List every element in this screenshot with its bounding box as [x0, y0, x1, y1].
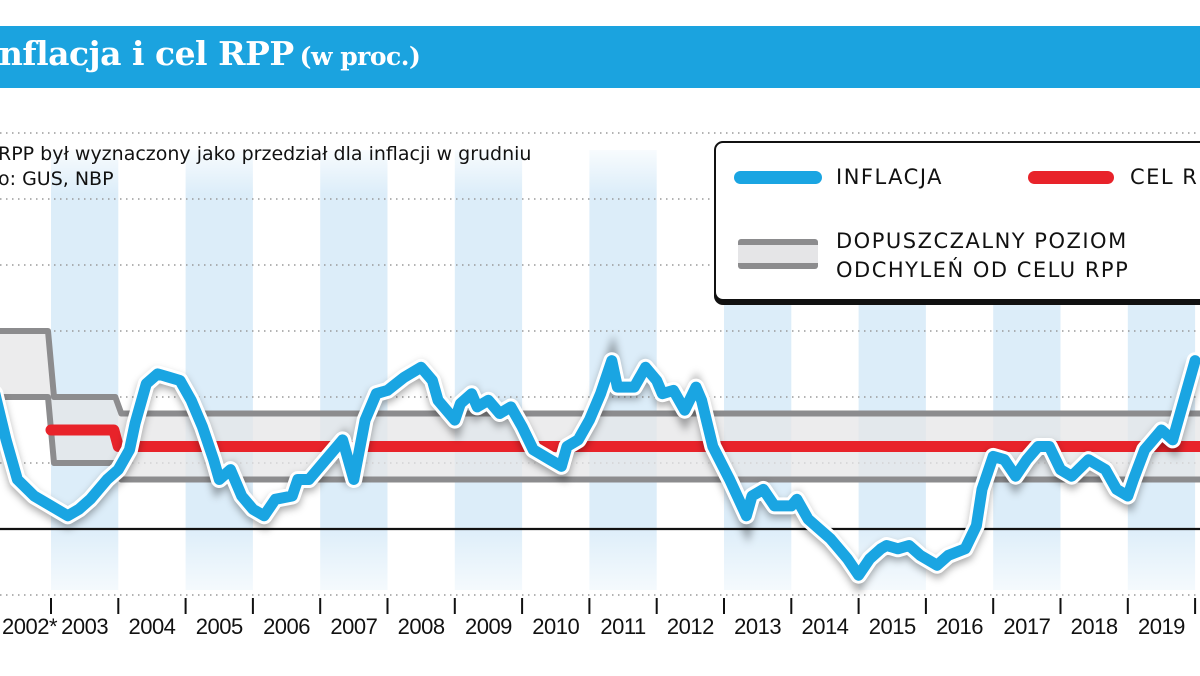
- year-label: 2014: [801, 614, 848, 639]
- tolerance-band-high: [0, 328, 1200, 417]
- legend-target-swatch: [1028, 171, 1114, 184]
- legend-inflation-swatch: [734, 171, 822, 184]
- year-label: 2011: [600, 614, 646, 639]
- legend-band-swatch: [738, 239, 818, 269]
- year-label: 2015: [869, 614, 916, 639]
- chart-title: Inflacja i cel RPP (w proc.): [0, 34, 421, 73]
- year-label: 2005: [196, 614, 243, 639]
- legend-target-label: CEL RPP: [1130, 165, 1200, 189]
- year-label: 2008: [398, 614, 445, 639]
- footnote: RPP był wyznaczony jako przedział dla in…: [0, 143, 532, 165]
- year-shade-2005: [185, 150, 253, 590]
- year-label: 2007: [330, 614, 377, 639]
- tolerance-band-fill: [0, 331, 51, 397]
- year-label: 2013: [734, 614, 781, 639]
- year-label: 2017: [1003, 614, 1050, 639]
- year-label: 2012: [667, 614, 714, 639]
- legend-band-label-2: ODCHYLEŃ OD CELU RPP: [836, 258, 1130, 282]
- year-label: 2004: [128, 614, 175, 639]
- legend: INFLACJA CEL RPP DOPUSZCZALNY POZIOM ODC…: [714, 141, 1200, 301]
- title-unit: (w proc.): [299, 42, 421, 71]
- year-label: 2003: [61, 614, 108, 639]
- year-label: 2010: [532, 614, 579, 639]
- year-label: 2019: [1138, 614, 1185, 639]
- year-label: 2018: [1071, 614, 1118, 639]
- year-shade-2007: [320, 150, 388, 590]
- title-text: Inflacja i cel RPP: [0, 34, 294, 73]
- year-label: 2016: [936, 614, 983, 639]
- legend-inflation-label: INFLACJA: [836, 165, 944, 189]
- year-shade-2009: [454, 150, 523, 590]
- source-note: o: GUS, NBP: [0, 168, 114, 190]
- year-label: 2002*: [2, 614, 58, 639]
- target-line: [45, 424, 1200, 452]
- year-label: 2006: [263, 614, 310, 639]
- year-label: 2009: [465, 614, 512, 639]
- title-bar: Inflacja i cel RPP (w proc.): [0, 26, 1200, 88]
- legend-band-label-1: DOPUSZCZALNY POZIOM: [836, 229, 1128, 253]
